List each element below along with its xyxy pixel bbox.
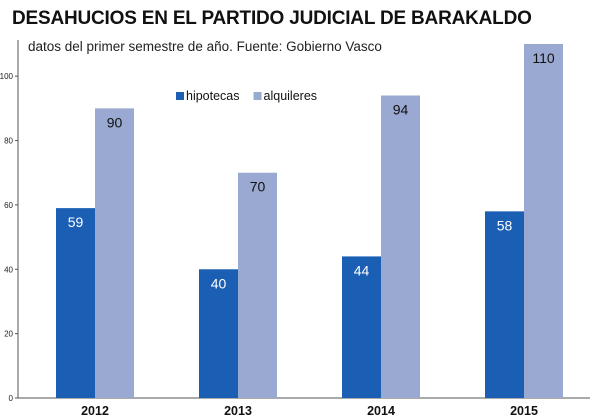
- chart-title: DESAHUCIOS EN EL PARTIDO JUDICIAL DE BAR…: [12, 8, 532, 29]
- data-label-alquileres: 110: [532, 50, 555, 66]
- legend: hipotecas alquileres: [176, 89, 317, 103]
- y-tick-label: 80: [4, 137, 13, 146]
- data-label-alquileres: 90: [107, 114, 123, 130]
- data-label-alquileres: 94: [393, 101, 409, 117]
- bar-alquileres: [238, 172, 277, 398]
- bars: 59 90 40 70 44 94 58 110: [56, 44, 563, 398]
- data-label-hipotecas: 59: [68, 214, 84, 230]
- legend-label-alquileres: alquileres: [264, 89, 318, 103]
- x-category-label: 2013: [224, 404, 252, 418]
- bar-hipotecas: [199, 269, 238, 398]
- legend-swatch-alquileres: [253, 92, 262, 100]
- legend-label-hipotecas: hipotecas: [186, 89, 240, 103]
- bar-alquileres: [524, 44, 563, 398]
- y-tick-label: 40: [4, 265, 13, 274]
- data-label-alquileres: 70: [250, 179, 266, 195]
- bar-hipotecas: [485, 211, 524, 398]
- y-tick-label: 20: [4, 330, 13, 339]
- bar-alquileres: [95, 108, 134, 398]
- bar-hipotecas: [56, 208, 95, 398]
- bar-alquileres: [381, 95, 420, 398]
- legend-swatch-hipotecas: [176, 92, 184, 100]
- bar-hipotecas: [342, 256, 381, 398]
- y-tick-label: 100: [0, 72, 14, 81]
- chart-subtitle: datos del primer semestre de año. Fuente…: [28, 39, 382, 54]
- y-tick-label: 0: [9, 394, 14, 403]
- y-tick-label: 60: [4, 201, 13, 210]
- x-category-label: 2012: [81, 404, 109, 418]
- x-category-label: 2014: [367, 404, 395, 418]
- data-label-hipotecas: 44: [354, 262, 370, 278]
- data-label-hipotecas: 58: [497, 217, 513, 233]
- data-label-hipotecas: 40: [211, 275, 227, 291]
- x-category-label: 2015: [510, 404, 538, 418]
